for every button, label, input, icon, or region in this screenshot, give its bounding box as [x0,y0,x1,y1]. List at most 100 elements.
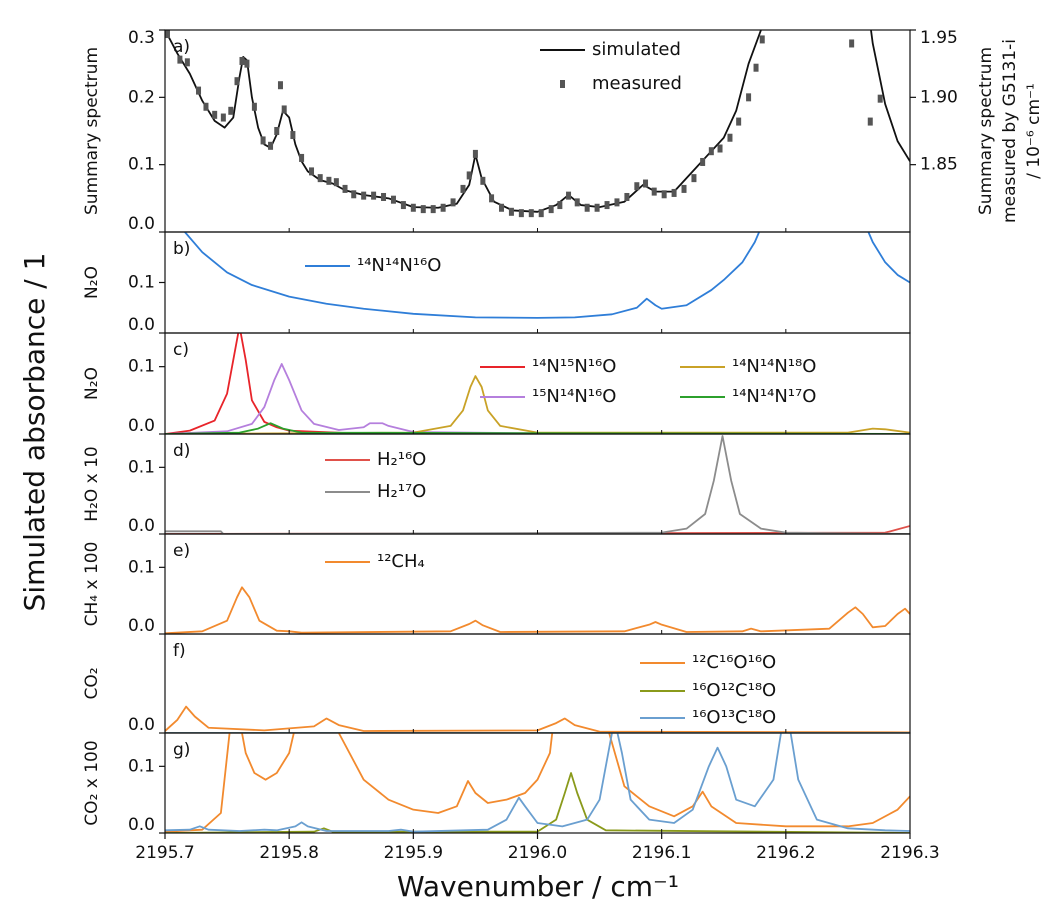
measured-point [849,39,855,48]
spectrum-line [182,232,910,319]
measured-point [691,174,697,183]
measured-point [574,198,580,207]
measured-point [634,182,640,191]
y2-axis-label: / 10⁻⁶ cm⁻¹ [1024,83,1044,179]
legend-label: ¹⁶O¹³C¹⁸O [692,707,776,728]
y-tick-label: 0.0 [128,416,155,436]
plot-area [182,232,910,319]
x-axis-label: Wavenumber / cm⁻¹ [397,870,679,903]
measured-point [528,209,534,218]
measured-point [604,201,610,210]
measured-point [410,203,416,212]
x-tick-label: 2195.9 [384,843,443,863]
legend-label: ¹²C¹⁶O¹⁶O [692,652,776,673]
y-tick-label: 0.0 [128,616,155,636]
legend-label: ¹²CH₄ [377,551,425,572]
x-tick-label: 2196.3 [880,843,939,863]
panel-letter: a) [173,37,190,57]
plot-area [165,30,910,218]
measured-point [624,192,630,201]
measured-point [584,203,590,212]
legend-marker [560,80,565,88]
panel-y-label: CH₄ x 100 [82,542,102,627]
measured-point [165,30,170,39]
measured-point [877,94,883,103]
panel-frame [164,332,911,435]
measured-point [203,102,209,111]
y2-axis-label: measured by G5131-i [1000,39,1020,223]
measured-point [867,117,873,126]
y-tick-label: 0.0 [128,315,155,335]
y2-axis-label: Summary spectrum [976,47,996,215]
measured-point [736,117,742,126]
measured-point [548,205,554,214]
y2-tick-label: 1.90 [920,87,958,107]
measured-point [420,205,426,214]
y-tick-label: 0.0 [128,214,155,234]
measured-point [566,191,572,200]
measured-point [753,63,759,72]
panel-letter: g) [173,740,190,760]
panel-y-label: N₂O [82,367,102,400]
spectrum-line [165,586,910,634]
legend-label: ¹⁴N¹⁴N¹⁷O [732,386,816,407]
measured-point [390,195,396,204]
legend-label: H₂¹⁷O [377,481,426,502]
measured-point [184,58,190,67]
measured-point [309,167,315,176]
spectrum-line [165,733,910,833]
measured-point [651,187,657,196]
measured-point [281,105,287,114]
plot-area [165,333,910,434]
measured-point [234,77,240,86]
panel-letter: e) [173,541,190,561]
measured-point [661,190,667,199]
measured-point [251,102,257,111]
legend-label: ¹⁵N¹⁴N¹⁶O [532,386,616,407]
measured-point [594,203,600,212]
legend-label: H₂¹⁶O [377,449,426,470]
measured-point [220,113,226,122]
measured-point [244,59,250,68]
y-tick-label: 0.3 [128,28,155,48]
measured-point [351,190,357,199]
y-tick-label: 0.0 [128,715,155,735]
measured-point [450,198,456,207]
measured-point [333,178,339,187]
panel-letter: d) [173,441,190,461]
spectrum-line [165,705,910,733]
plot-area [165,586,910,634]
measured-point [700,157,706,166]
measured-point [472,149,478,158]
measured-point [717,144,723,153]
y-axis-label: Simulated absorbance / 1 [18,253,51,612]
panel-y-label: Summary spectrum [82,47,102,215]
measured-point [538,209,544,218]
measured-point [727,133,733,142]
spectrum-line [165,435,910,534]
y-tick-label: 0.1 [128,457,155,477]
measured-point [177,55,183,64]
legend-label: ¹⁴N¹⁵N¹⁶O [532,356,616,377]
panel-y-label: N₂O [82,266,102,299]
x-tick-label: 2195.7 [135,843,194,863]
measured-point [212,110,218,119]
panel-letter: b) [173,239,190,259]
measured-point [440,203,446,212]
measured-point [381,192,387,201]
y-tick-label: 0.0 [128,815,155,835]
legend-label: measured [592,73,682,94]
measured-point [342,184,348,193]
y2-tick-label: 1.95 [920,28,958,48]
measured-point [708,147,714,156]
measured-point [508,207,514,216]
measured-point [643,179,649,188]
measured-point [260,136,266,145]
measured-point [361,191,367,200]
y-tick-label: 0.1 [128,155,155,175]
measured-point [430,205,436,214]
y-tick-label: 0.1 [128,557,155,577]
x-tick-label: 2196.2 [756,843,815,863]
